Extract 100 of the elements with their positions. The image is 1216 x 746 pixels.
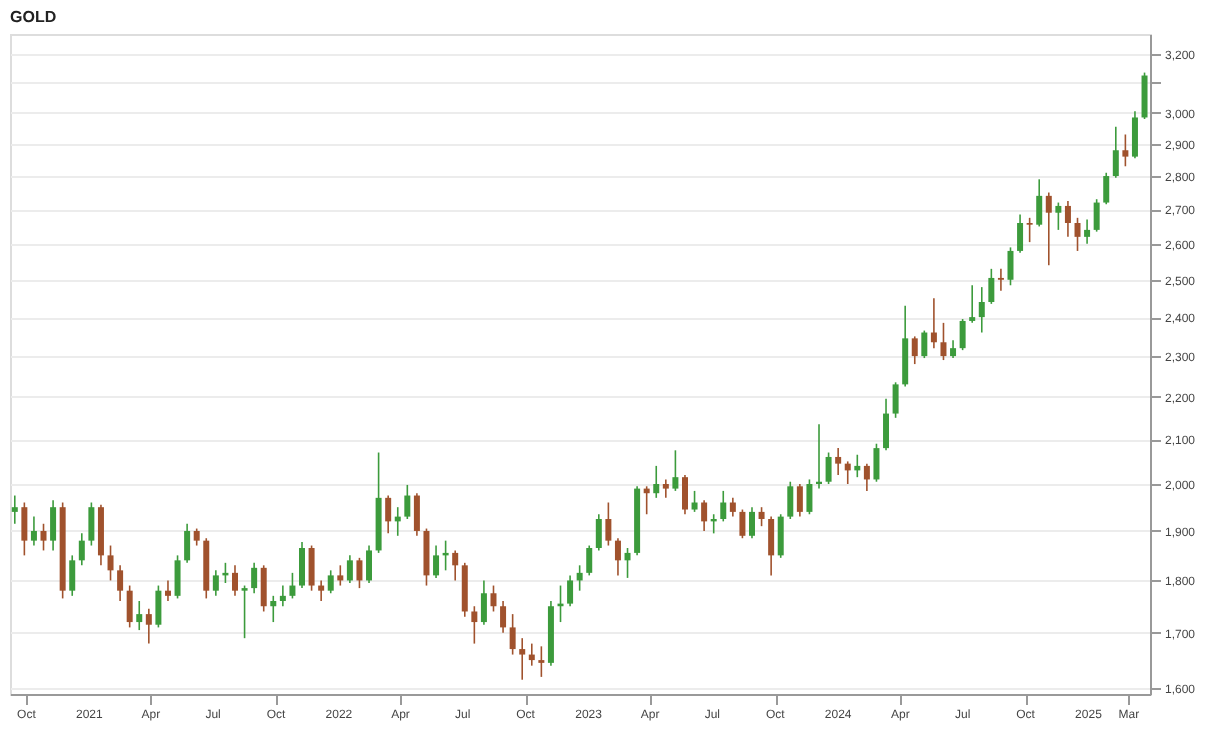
candlestick	[653, 465, 660, 499]
candlestick	[873, 442, 880, 483]
candlestick	[21, 501, 28, 557]
candlestick	[289, 572, 296, 600]
candlestick	[1045, 191, 1052, 267]
candlestick	[902, 304, 909, 388]
candlestick	[404, 484, 411, 520]
candlestick	[844, 460, 851, 485]
candlestick	[117, 564, 124, 602]
candlestick	[768, 515, 775, 577]
candlestick	[279, 584, 286, 608]
candlestick	[806, 478, 813, 516]
candlestick	[1064, 200, 1071, 238]
candlestick	[461, 562, 468, 618]
candlestick	[500, 600, 507, 634]
candlestick	[337, 564, 344, 587]
candlestick	[1112, 125, 1119, 179]
candlestick	[787, 480, 794, 520]
candlestick	[940, 322, 947, 361]
candlestick	[720, 490, 727, 523]
candlestick	[748, 506, 755, 540]
candlestick	[988, 268, 995, 305]
candlestick	[863, 462, 870, 492]
candlestick	[883, 398, 890, 452]
candlestick	[231, 564, 238, 597]
candlestick	[299, 541, 306, 589]
candlestick	[270, 595, 277, 623]
candlestick	[145, 608, 152, 645]
candlestick	[1017, 213, 1024, 254]
candlestick	[777, 513, 784, 559]
candlestick	[930, 297, 937, 349]
candlestick	[471, 605, 478, 645]
candlestick	[126, 584, 133, 629]
candlestick	[212, 569, 219, 597]
candlestick	[251, 562, 258, 595]
candlestick	[164, 579, 171, 602]
candlestick	[356, 557, 363, 589]
candlestick	[241, 584, 248, 639]
candlestick	[729, 497, 736, 518]
candlestick	[586, 544, 593, 577]
candlestick	[825, 451, 832, 485]
candlestick	[662, 478, 669, 499]
candlestick	[1084, 218, 1091, 245]
candlestick	[433, 544, 440, 579]
candlestick	[691, 490, 698, 513]
candlestick	[30, 515, 37, 547]
candlestick	[78, 532, 85, 567]
candlestick	[969, 284, 976, 324]
candlestick	[184, 522, 191, 564]
candlestick	[327, 569, 334, 595]
candlestick	[959, 318, 966, 351]
candlestick	[538, 645, 545, 678]
candlestick	[1026, 217, 1033, 243]
candlestick	[835, 447, 842, 476]
candlestick	[509, 613, 516, 656]
candlestick	[318, 579, 325, 602]
candlestick	[260, 564, 267, 613]
candlestick	[1093, 198, 1100, 233]
candlestick	[69, 554, 76, 597]
candlestick	[1036, 178, 1043, 228]
candlestick	[174, 554, 181, 600]
candlestick	[1074, 217, 1081, 252]
candlestick	[892, 381, 899, 419]
candlestick	[423, 527, 430, 587]
candlestick	[1141, 71, 1148, 120]
candlestick	[758, 506, 765, 527]
candlestick	[1103, 171, 1110, 206]
candlestick	[528, 642, 535, 667]
candlestick	[11, 494, 18, 525]
candlestick	[136, 600, 143, 631]
candlestick	[681, 474, 688, 516]
chart-title: GOLD	[10, 8, 57, 26]
candlestick	[614, 537, 621, 577]
candlestick	[155, 584, 162, 629]
candlestick	[308, 544, 315, 592]
candlestick	[997, 268, 1004, 292]
candlestick	[739, 508, 746, 540]
candlestick	[50, 499, 57, 552]
candlestick	[385, 494, 392, 535]
candlestick	[1007, 246, 1014, 287]
candlestick	[1131, 110, 1138, 160]
candlestick	[624, 547, 631, 579]
candlestick	[519, 637, 526, 681]
candlestick	[796, 483, 803, 518]
candlestick	[452, 549, 459, 582]
candlestick	[921, 329, 928, 359]
candlestick	[911, 335, 918, 365]
candlestick	[576, 564, 583, 592]
candlestick	[413, 492, 420, 537]
candlestick	[346, 554, 353, 584]
candlestick	[1055, 201, 1062, 231]
candlestick	[490, 584, 497, 613]
candlestick	[1122, 133, 1129, 168]
candlestick	[480, 579, 487, 626]
candlestick	[107, 544, 114, 582]
candlestick	[366, 544, 373, 584]
candlestick	[567, 574, 574, 608]
candlestick	[595, 513, 602, 552]
candlestick	[672, 449, 679, 492]
candlestick	[978, 286, 985, 334]
